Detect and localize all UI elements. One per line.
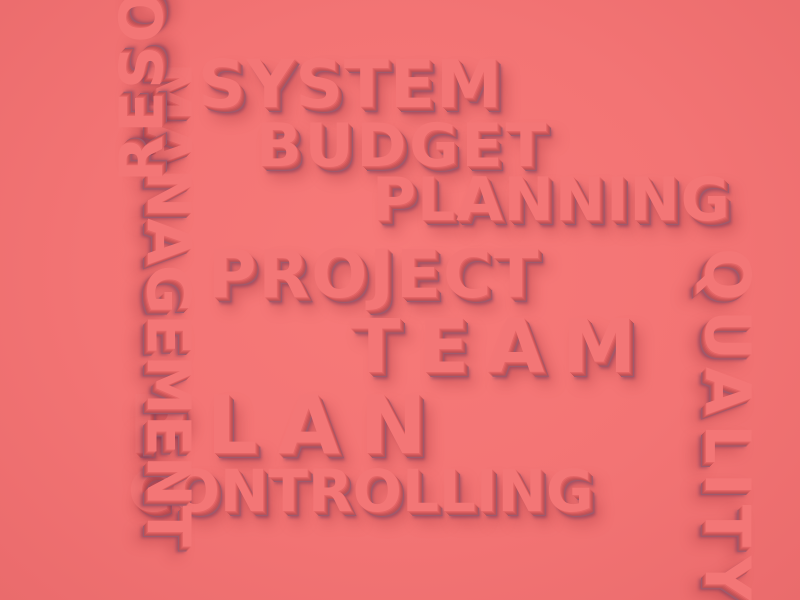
word-resources: RESOURCES [107, 0, 177, 182]
word-system: SYSTEM [198, 46, 503, 123]
word-plan: PLAN [128, 379, 447, 472]
word-controlling: CONTROLLING [128, 457, 594, 525]
word-quality: QUALITY [691, 248, 764, 600]
word-planning: PLANNING [372, 165, 731, 235]
word-budget: BUDGET [256, 111, 550, 181]
word-team: TEAM [350, 304, 654, 390]
word-project: PROJECT [208, 236, 541, 313]
